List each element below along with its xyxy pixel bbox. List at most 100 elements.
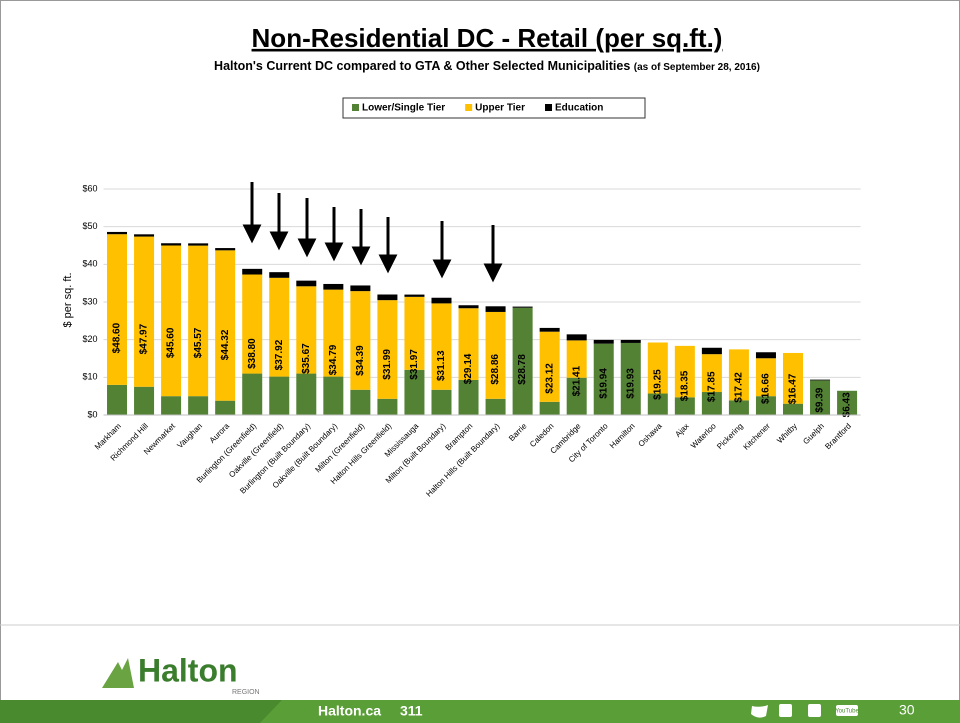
bar-segment [350,389,371,415]
bar-segment [215,250,236,401]
bar-segment [161,245,182,397]
bar-segment [134,236,155,387]
bar-segment [566,334,587,341]
arrow-head [483,263,503,283]
arrow-head [432,259,452,279]
value-label: $34.39 [355,345,366,376]
bar-segment [755,358,776,397]
legend: Lower/Single Tier Upper Tier Education [352,103,603,114]
youtube-icon[interactable] [836,705,858,716]
bar-segment [215,248,236,251]
bar-segment [647,342,668,394]
legend-label: Upper Tier [475,103,525,114]
bar-segment [620,342,641,415]
legend-label: Lower/Single Tier [362,103,445,114]
bar-segment [161,396,182,415]
bar-segment [620,339,641,343]
value-label: $37.92 [274,339,285,370]
bar-segment [269,277,290,377]
bar-segment [431,297,452,304]
value-label: $35.67 [301,343,312,374]
bar-segment [485,398,506,415]
value-label: $44.32 [220,329,231,360]
bar-segment [512,306,533,308]
bar-segment [458,305,479,309]
bar-segment [404,369,425,415]
bar-segment [431,389,452,415]
legend-swatch [545,104,553,111]
bar-segment [269,376,290,415]
arrow-head [297,238,317,258]
bar-segment [161,243,182,246]
bar-segment [539,327,560,332]
bar-segment [323,283,344,290]
value-label: $9.39 [815,387,826,412]
bar-segment [458,308,479,380]
bar-segment [323,376,344,415]
chart-title: Non-Residential DC - Retail (per sq.ft.) [252,23,723,53]
bar-segment [377,398,398,415]
bar-segment [215,400,236,415]
bar-segment [485,306,506,312]
bar-segment [701,354,722,393]
bar-segment [188,243,209,246]
value-label: $16.66 [761,373,772,404]
bar-segment [837,390,858,415]
bar-segment [728,349,749,401]
bar-segment [782,403,804,415]
bar-segment [404,294,425,297]
bar-segment [296,280,317,287]
bar-segment [728,400,749,415]
value-label: $28.78 [517,354,528,385]
subtitle-note: (as of September 28, 2016) [634,62,760,73]
bar-segment [350,285,371,292]
value-label: $19.94 [598,368,609,399]
footer-phone[interactable]: 311 [400,703,423,719]
arrows [242,182,503,283]
value-label: $17.42 [734,372,745,403]
legend-swatch [352,104,359,111]
arrow-head [242,224,262,244]
bar-segment [539,401,560,415]
arrow-head [378,254,398,274]
logo: Halton REGION [102,652,260,696]
bar-segment [755,352,776,359]
value-label: $16.47 [788,373,799,404]
value-label: $45.60 [166,327,177,358]
bar-segment [377,294,398,301]
y-tick-label: $20 [82,334,97,344]
value-label: $21.41 [571,365,582,396]
y-tick-label: $50 [82,221,97,231]
footer-site[interactable]: Halton.ca [318,703,381,719]
value-label: $38.80 [247,338,258,369]
bar-segment [323,289,344,377]
bar-segment [755,396,776,415]
value-label: $29.14 [463,353,474,384]
social-icons: YouTube [751,704,859,718]
arrow-head [351,246,371,266]
value-label: $47.97 [139,323,150,354]
y-tick-label: $0 [87,409,97,419]
twitter-icon[interactable] [751,705,768,718]
bar-segment [647,393,668,415]
bar-segment [269,272,290,278]
y-tick-label: $40 [82,259,97,269]
bar-segment [810,380,831,415]
bar-segment [242,268,263,275]
legend-swatch [465,104,473,111]
facebook-icon[interactable] [779,704,792,717]
value-label: $31.13 [436,350,447,381]
bar-segment [458,379,479,415]
bar-segment [107,231,128,235]
bar-segment [350,291,371,390]
y-axis-label: $ per sq. ft. [62,272,74,327]
bar-segment [539,331,560,402]
linkedin-icon[interactable] [808,704,821,717]
chart-subtitle: Halton's Current DC compared to GTA & Ot… [214,59,760,73]
subtitle-main: Halton's Current DC compared to GTA & Ot… [214,59,630,73]
value-label: $31.97 [409,349,420,380]
bar-segment [107,234,128,385]
bar-segment [296,373,317,415]
y-tick-label: $10 [82,372,97,382]
